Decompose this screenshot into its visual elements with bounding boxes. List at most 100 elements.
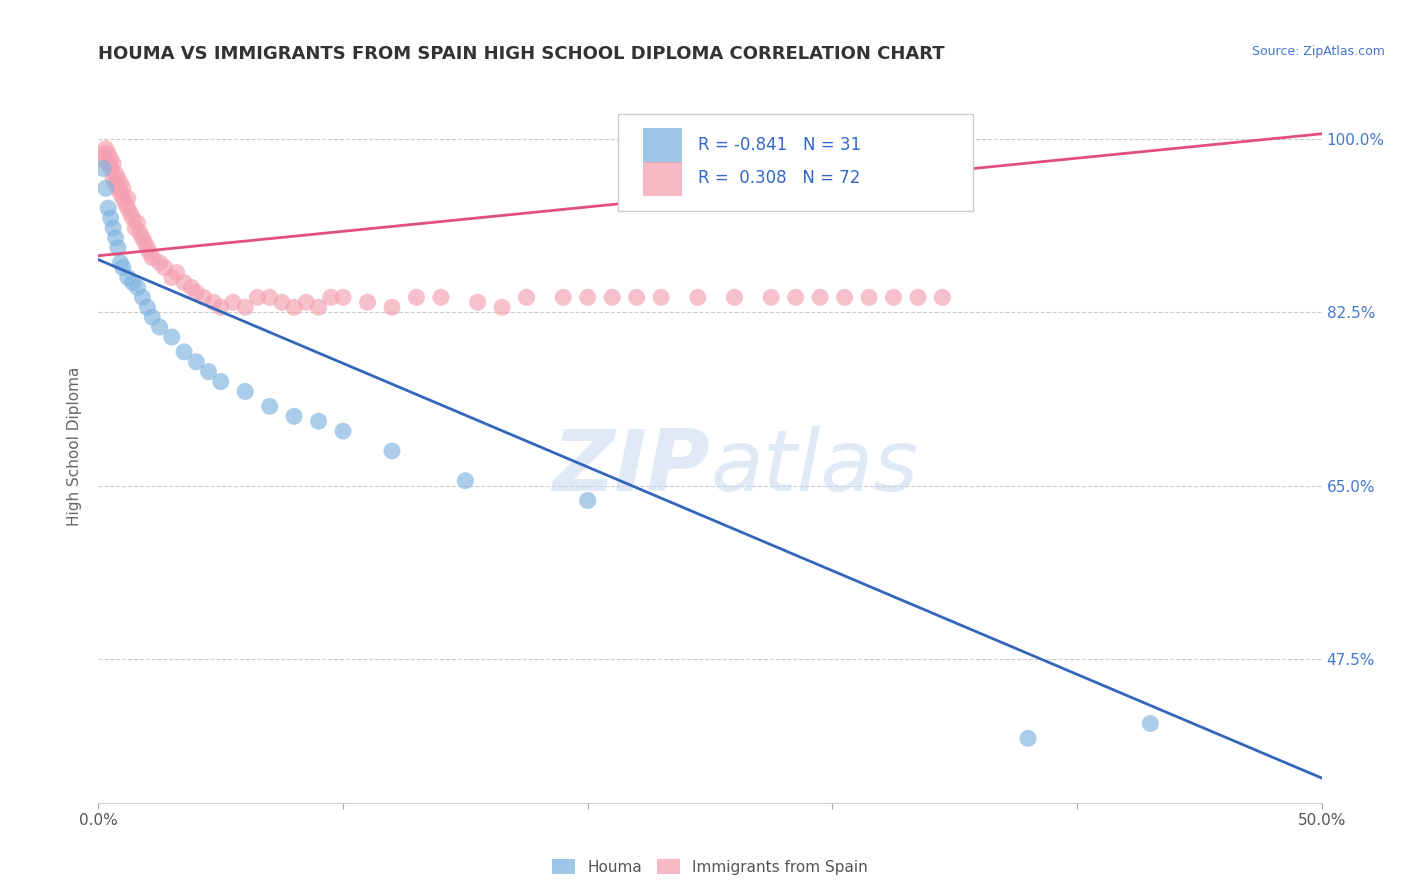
Point (149, 320, 172, 334)
Point (107, 181, 129, 195)
Point (131, 290, 153, 304)
Point (114, 196, 136, 211)
Point (308, 414, 330, 428)
Point (100, 161, 122, 176)
Text: ZIP: ZIP (553, 425, 710, 509)
Point (931, 290, 953, 304)
Point (101, 156, 124, 170)
Point (127, 280, 149, 294)
Point (197, 365, 219, 379)
Point (149, 255, 172, 269)
Point (430, 290, 453, 304)
Point (127, 216, 149, 230)
Point (259, 290, 281, 304)
Point (160, 330, 183, 344)
Point (94, 142, 117, 156)
Point (454, 474, 477, 488)
Point (104, 231, 127, 245)
Point (270, 295, 294, 310)
FancyBboxPatch shape (643, 128, 682, 162)
Point (101, 171, 124, 186)
Point (576, 290, 599, 304)
Point (136, 241, 159, 255)
Point (153, 260, 176, 275)
Point (94, 181, 117, 195)
Point (209, 375, 232, 389)
Point (600, 290, 623, 304)
Point (381, 444, 404, 458)
Point (124, 221, 146, 235)
Point (405, 290, 427, 304)
Point (141, 310, 163, 325)
Point (117, 270, 139, 285)
Point (121, 211, 143, 225)
Point (858, 290, 880, 304)
Point (104, 177, 127, 191)
Point (129, 226, 152, 240)
Point (246, 290, 269, 304)
Point (110, 186, 132, 201)
Point (515, 290, 537, 304)
Point (650, 290, 672, 304)
Text: R =  0.308   N = 72: R = 0.308 N = 72 (697, 169, 860, 187)
Point (356, 295, 378, 310)
FancyBboxPatch shape (643, 162, 682, 196)
Text: R = -0.841   N = 31: R = -0.841 N = 31 (697, 136, 860, 153)
Point (139, 245, 162, 260)
Point (381, 300, 404, 314)
Point (193, 290, 215, 304)
FancyBboxPatch shape (619, 114, 973, 211)
Point (111, 181, 134, 195)
Point (97, 201, 120, 215)
Point (97, 146, 120, 161)
Point (785, 290, 807, 304)
Point (100, 152, 122, 166)
Point (295, 295, 318, 310)
Point (332, 290, 354, 304)
Point (131, 231, 153, 245)
Point (883, 290, 905, 304)
Point (117, 201, 139, 215)
Point (173, 276, 195, 290)
Text: HOUMA VS IMMIGRANTS FROM SPAIN HIGH SCHOOL DIPLOMA CORRELATION CHART: HOUMA VS IMMIGRANTS FROM SPAIN HIGH SCHO… (98, 45, 945, 62)
Point (110, 255, 132, 269)
Point (283, 409, 305, 424)
Point (186, 355, 208, 369)
Text: atlas: atlas (710, 425, 918, 509)
Point (107, 241, 129, 255)
Point (907, 290, 929, 304)
Y-axis label: High School Diploma: High School Diploma (67, 367, 83, 525)
Point (202, 295, 225, 310)
Point (1139, 716, 1161, 731)
Point (101, 221, 124, 235)
Point (808, 290, 831, 304)
Point (134, 235, 156, 250)
Point (283, 300, 305, 314)
Point (553, 290, 575, 304)
Point (117, 191, 139, 205)
Point (141, 251, 163, 265)
Point (121, 276, 143, 290)
Point (107, 171, 129, 186)
Point (111, 191, 134, 205)
Point (110, 177, 132, 191)
Point (233, 300, 256, 314)
Legend: Houma, Immigrants from Spain: Houma, Immigrants from Spain (546, 853, 875, 880)
Point (491, 300, 513, 314)
Point (723, 290, 745, 304)
Point (111, 260, 134, 275)
Point (834, 290, 856, 304)
Point (319, 290, 342, 304)
Point (467, 295, 489, 310)
Point (90, 152, 112, 166)
Point (91, 146, 114, 161)
Point (136, 300, 159, 314)
Point (626, 290, 648, 304)
Point (209, 300, 232, 314)
Point (100, 211, 122, 225)
Point (104, 166, 127, 180)
Point (186, 285, 208, 300)
Point (166, 266, 188, 280)
Point (686, 290, 709, 304)
Point (761, 290, 783, 304)
